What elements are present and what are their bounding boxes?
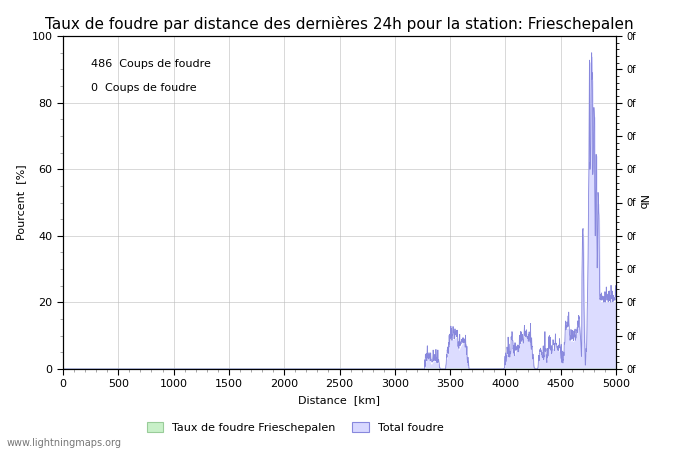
- Y-axis label: Nb: Nb: [637, 195, 647, 210]
- Text: www.lightningmaps.org: www.lightningmaps.org: [7, 438, 122, 448]
- Text: 486  Coups de foudre: 486 Coups de foudre: [91, 59, 211, 69]
- Text: 0  Coups de foudre: 0 Coups de foudre: [91, 83, 196, 93]
- Y-axis label: Pourcent  [%]: Pourcent [%]: [16, 165, 26, 240]
- X-axis label: Distance  [km]: Distance [km]: [298, 395, 381, 405]
- Title: Taux de foudre par distance des dernières 24h pour la station: Frieschepalen: Taux de foudre par distance des dernière…: [46, 16, 634, 32]
- Legend: Taux de foudre Frieschepalen, Total foudre: Taux de foudre Frieschepalen, Total foud…: [142, 418, 448, 437]
